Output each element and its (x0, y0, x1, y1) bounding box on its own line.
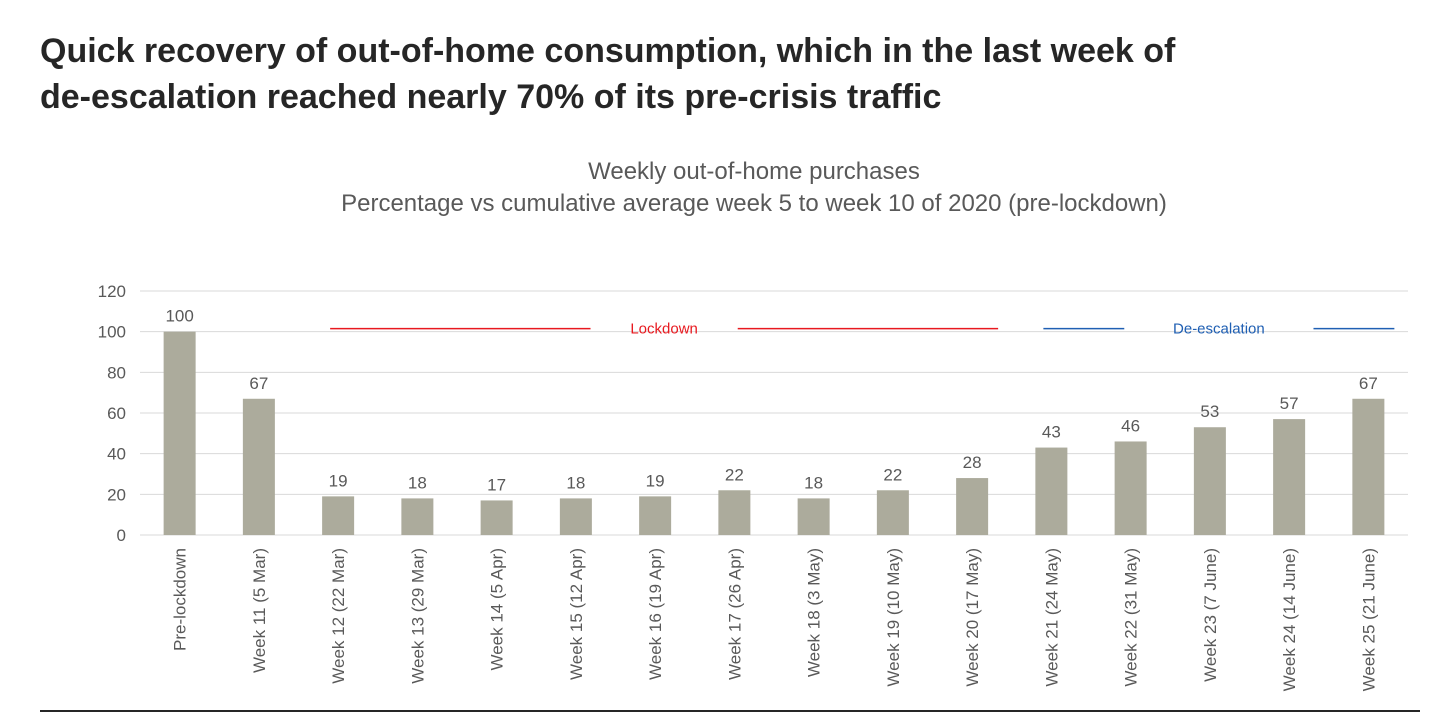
bar (718, 490, 751, 535)
bar (163, 331, 196, 535)
y-tick-label: 0 (117, 526, 126, 545)
x-tick-label: Week 14 (5 Apr) (488, 548, 507, 671)
data-label: 22 (725, 465, 744, 484)
x-tick-label: Week 24 (14 June) (1280, 548, 1299, 691)
y-tick-label: 120 (98, 282, 126, 301)
x-tick-label: Week 15 (12 Apr) (567, 548, 586, 680)
data-label: 18 (408, 473, 427, 492)
y-tick-label: 80 (107, 363, 126, 382)
headline-line-2: de-escalation reached nearly 70% of its … (40, 78, 942, 116)
bar (1193, 427, 1226, 535)
headline: Quick recovery of out-of-home consumptio… (40, 28, 1420, 120)
data-label: 17 (487, 475, 506, 494)
data-label: 19 (329, 471, 348, 490)
bar (242, 398, 275, 535)
annotation-label: Lockdown (630, 321, 698, 338)
bar (1035, 447, 1068, 535)
x-tick-label: Week 25 (21 June) (1359, 548, 1378, 691)
bar (401, 498, 434, 535)
data-label: 53 (1200, 402, 1219, 421)
data-label: 18 (804, 473, 823, 492)
headline-line-1: Quick recovery of out-of-home consumptio… (40, 32, 1176, 70)
data-label: 46 (1121, 416, 1140, 435)
data-label: 67 (249, 374, 268, 393)
period-annotations: Lockdown De-escalation (330, 321, 1395, 338)
x-tick-label: Week 13 (29 Mar) (408, 548, 427, 684)
bar (797, 498, 830, 535)
x-tick-label: Week 17 (26 Apr) (725, 548, 744, 680)
data-label: 18 (566, 473, 585, 492)
x-tick-label: Week 12 (22 Mar) (329, 548, 348, 684)
data-label: 22 (883, 465, 902, 484)
y-tick-label: 20 (107, 485, 126, 504)
bar (559, 498, 592, 535)
x-tick-label: Pre-lockdown (171, 548, 190, 651)
data-label: 28 (963, 453, 982, 472)
bar (322, 496, 355, 535)
y-tick-label: 40 (107, 445, 126, 464)
y-tick-label: 100 (98, 323, 126, 342)
y-axis-ticks: 0 20 40 60 80 100 120 (98, 282, 126, 545)
data-label: 19 (646, 471, 665, 490)
x-tick-label: Week 20 (17 May) (963, 548, 982, 687)
annotation-label: De-escalation (1173, 321, 1265, 338)
y-tick-label: 60 (107, 404, 126, 423)
bottom-rule (40, 710, 1420, 712)
x-tick-label: Week 23 (7 June) (1201, 548, 1220, 682)
x-tick-label: Week 22 (31 May) (1122, 548, 1141, 687)
bar (956, 478, 989, 535)
data-label: 43 (1042, 423, 1061, 442)
chart-subtitle: Percentage vs cumulative average week 5 … (341, 190, 1167, 217)
data-labels: 100 67 19 18 17 18 19 22 18 22 28 43 46 53 57 67 (165, 307, 1377, 495)
chart-title: Weekly out-of-home purchases (588, 158, 920, 185)
data-label: 100 (165, 307, 193, 326)
x-tick-label: Week 11 (5 Mar) (250, 548, 269, 673)
x-axis-ticks: Pre-lockdown Week 11 (5 Mar) Week 12 (22 M… (171, 548, 1379, 691)
x-tick-label: Week 18 (3 May) (805, 548, 824, 677)
bar (480, 500, 513, 535)
data-label: 57 (1280, 394, 1299, 413)
bar (876, 490, 909, 535)
bars (163, 331, 1385, 535)
bar (1352, 398, 1385, 535)
x-tick-label: Week 16 (19 Apr) (646, 548, 665, 680)
bar (1273, 419, 1306, 535)
bar (639, 496, 672, 535)
data-label: 67 (1359, 374, 1378, 393)
x-tick-label: Week 19 (10 May) (884, 548, 903, 687)
bar (1114, 441, 1147, 535)
x-tick-label: Week 21 (24 May) (1042, 548, 1061, 687)
